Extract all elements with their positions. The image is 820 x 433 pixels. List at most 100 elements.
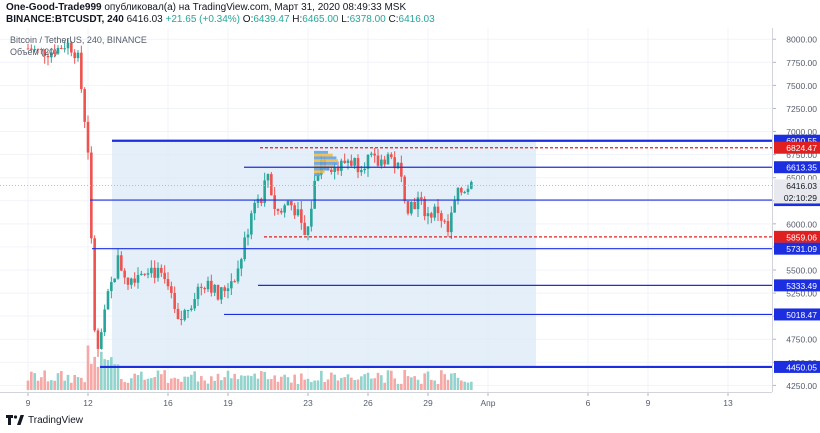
level-price-label: 5731.09 [786, 244, 817, 254]
candle-body [296, 209, 300, 216]
level-price-label-bg [774, 141, 820, 154]
price-chart[interactable] [0, 28, 772, 392]
candle-body [446, 221, 450, 233]
volume-bar [110, 357, 113, 390]
candle-body [306, 226, 310, 235]
candle-body [86, 121, 90, 153]
volume-bar [320, 370, 323, 390]
candle-body [293, 205, 296, 216]
volume-bar [43, 370, 46, 390]
tradingview-icon [6, 415, 24, 425]
candle-body [263, 180, 266, 204]
candle-body [140, 273, 143, 276]
open-label: O: [242, 14, 254, 25]
volume-bar [53, 380, 56, 390]
time-tick-label: 23 [303, 398, 313, 408]
volume-bar [356, 379, 360, 390]
candle-body [453, 200, 456, 213]
volume-bar [390, 370, 393, 390]
chart-legend: Bitcoin / TetherUS, 240, BINANCE Объем (… [10, 34, 147, 58]
time-tick-label: 9 [646, 398, 651, 408]
chart-pane[interactable] [0, 28, 772, 392]
time-tick-label: 13 [723, 398, 733, 408]
author-name[interactable]: One-Good-Trade999 [6, 2, 102, 13]
candle-body [173, 292, 176, 309]
volume-bar [80, 377, 83, 390]
candle-body [216, 284, 220, 300]
volume-bar [283, 374, 286, 390]
time-axis[interactable]: 9121619232629Апр691316 [0, 392, 793, 410]
open-value: 6439.47 [253, 14, 290, 25]
volume-bar [340, 377, 343, 390]
last-price-badge [774, 179, 820, 204]
candle-body [340, 160, 343, 171]
volume-bar [96, 366, 100, 390]
high-value: 6465.00 [302, 14, 339, 25]
candle-body [423, 199, 426, 217]
last-price: 6416.03 [126, 14, 163, 25]
tradingview-logo[interactable]: TradingView [6, 414, 83, 426]
volume-bar [166, 382, 170, 390]
candle-body [53, 52, 56, 54]
chart-header: One-Good-Trade999 опубликовал(а) на Trad… [0, 0, 820, 28]
volume-bar [346, 374, 350, 390]
volume-bar [280, 376, 283, 390]
volume-bar [260, 371, 263, 390]
volume-bar [383, 382, 386, 390]
candle-body [280, 210, 283, 213]
candle-body [240, 259, 243, 269]
volume-bar [36, 380, 40, 390]
price-tick-label: 6000.00 [786, 219, 817, 229]
volume-bar [326, 379, 330, 390]
candle-body [393, 157, 396, 169]
volume-profile-row [314, 156, 337, 160]
candle-body [100, 332, 103, 349]
volume-bar [353, 380, 356, 390]
level-price-label: 4450.05 [786, 362, 817, 372]
volume-bar [386, 370, 390, 390]
candle-body [200, 286, 203, 288]
footer: TradingView [0, 410, 820, 433]
volume-bar [313, 380, 316, 390]
volume-bar [460, 380, 463, 390]
candle-body [213, 284, 216, 293]
volume-bar [46, 381, 50, 390]
candle-body [330, 169, 333, 172]
volume-bar [380, 375, 383, 390]
time-tick-label: 26 [363, 398, 373, 408]
volume-bar [196, 381, 200, 390]
candle-body [233, 281, 236, 283]
volume-bar [250, 376, 253, 390]
volume-bar [360, 376, 363, 390]
volume-bar [113, 364, 116, 390]
candle-body [103, 309, 106, 333]
candle-body [36, 49, 40, 51]
candle-body [403, 176, 406, 202]
volume-bar [240, 375, 243, 390]
price-axis[interactable]: 8000.00 7750.00 7500.00 7250.00 7000.00 6750.… [772, 28, 820, 392]
volume-bar [193, 371, 196, 390]
volume-bar [133, 373, 136, 390]
price-tick-label: 8000.00 [786, 35, 817, 45]
volume-bar [300, 373, 303, 390]
candle-body [150, 267, 153, 274]
volume-bar [106, 359, 110, 390]
volume-profile-row [314, 162, 338, 165]
level-price-label: 5859.06 [786, 232, 817, 242]
volume-bar [33, 373, 36, 390]
symbol-name: BINANCE:BTCUSDT, 240 [6, 14, 124, 25]
volume-bar [246, 375, 250, 390]
volume-bar [456, 377, 460, 390]
candle-body [426, 213, 430, 217]
volume-title[interactable]: Объем (20) [10, 47, 58, 57]
series-title[interactable]: Bitcoin / TetherUS, 240, BINANCE [10, 35, 147, 45]
candle-body [413, 202, 416, 210]
candle-body [156, 267, 160, 278]
candle-body [250, 213, 253, 235]
volume-bar [183, 376, 186, 390]
candle-body [273, 195, 276, 209]
high-label: H: [292, 14, 303, 25]
candle-body [123, 270, 126, 278]
candle-body [116, 255, 120, 279]
candle-body [50, 52, 53, 58]
